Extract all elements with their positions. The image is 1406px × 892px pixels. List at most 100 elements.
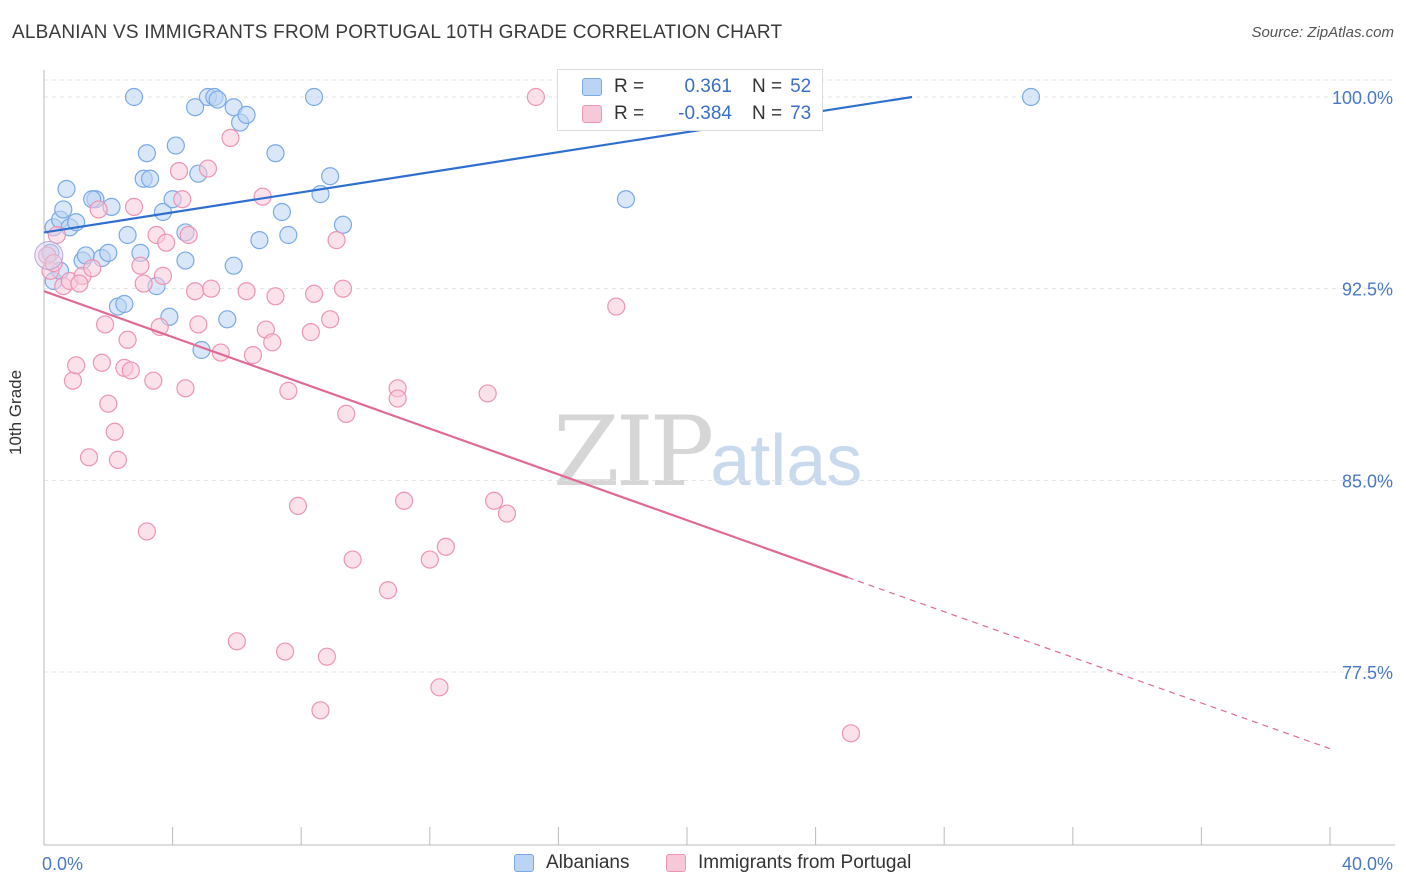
legend-label-portugal: Immigrants from Portugal [698,852,912,873]
portugal-point [430,678,449,697]
portugal-point [176,379,195,398]
portugal-point [137,522,156,541]
watermark-zip: ZIP [553,396,714,508]
albanians-point [279,225,298,245]
x-tick-label: 40.0% [1342,854,1393,874]
portugal-point [497,504,517,523]
albanians-point [186,98,205,117]
r-label: R = [614,76,645,97]
portugal-point [44,254,63,273]
portugal-point [276,642,295,661]
portugal-point [485,491,504,510]
portugal-point [105,422,124,441]
portugal-point [89,200,108,219]
portugal-point [202,279,221,298]
portugal-point [189,315,208,334]
portugal-point [83,259,102,278]
series-legend: Albanians Immigrants from Portugal [0,852,1406,878]
y-tick-label: 100.0% [1332,88,1393,108]
portugal-point [63,371,83,390]
portugal-point [327,231,346,250]
portugal-point [301,323,320,342]
portugal-point [436,537,455,556]
portugal-point [388,389,407,408]
n-value: 73 [790,103,812,124]
portugal-point [186,282,205,301]
y-tick-label: 85.0% [1342,471,1393,491]
portugal-point [321,310,340,329]
albanians-point [266,144,285,163]
watermark-atlas: atlas [710,421,863,501]
albanians-point [208,90,227,109]
portugal-point [607,297,626,316]
portugal-point [279,381,298,400]
n-value: 52 [790,76,812,97]
x-tick-label: 0.0% [42,854,83,874]
portugal-point [131,256,150,275]
albanians-legend-swatch [514,854,534,872]
portugal-point [526,87,545,107]
portugal-point [99,394,118,413]
stats-legend-row-albanians: R = 0.361 N = 52 [558,74,811,100]
legend-item-albanians[interactable]: Albanians [514,852,629,874]
portugal-point [144,371,163,390]
portugal-legend-swatch [666,854,686,872]
albanians-point [140,169,160,188]
portugal-trend-extension [847,576,1331,750]
portugal-point [118,330,137,349]
portugal-point [343,550,362,569]
portugal-point [337,404,356,423]
portugal-point [95,315,115,334]
portugal-point [243,346,263,365]
portugal-point [237,282,256,301]
albanians-point [166,136,185,155]
albanians-point [124,87,144,107]
portugal-point [333,279,353,298]
albanians-point [1021,87,1041,107]
n-label: N = [752,103,783,124]
portugal-swatch [582,105,602,123]
portugal-point [394,491,414,510]
albanians-point [54,200,73,219]
portugal-point [134,274,153,293]
watermark: ZIPatlas [553,396,862,508]
albanians-point [176,251,195,270]
portugal-point [304,284,324,303]
portugal-point [79,448,99,467]
y-tick-label: 92.5% [1342,280,1393,300]
portugal-point [179,225,198,245]
portugal-point [478,384,497,403]
chart-title: ALBANIAN VS IMMIGRANTS FROM PORTUGAL 10T… [12,22,783,43]
portugal-point [227,632,246,651]
albanians-point [57,179,76,199]
albanians-point [99,243,118,262]
albanians-point [272,202,292,222]
albanians-point [218,310,237,329]
albanians-point [333,215,353,234]
stats-legend: R = 0.361 N = 52 R = -0.384 N = 73 [557,69,823,131]
albanians-point [250,231,269,250]
portugal-point [124,197,144,216]
albanians-point [321,167,340,186]
albanians-point [137,144,156,163]
portugal-point [378,581,398,600]
portugal-point [221,128,240,147]
portugal-point [67,356,86,375]
r-value: 0.361 [684,76,732,97]
albanians-point [115,294,134,314]
legend-item-portugal[interactable]: Immigrants from Portugal [666,852,911,874]
albanians-point [224,256,243,275]
portugal-point [263,333,282,352]
portugal-point [169,162,189,181]
portugal-point [198,159,218,178]
portugal-point [311,701,330,720]
y-tick-label: 77.5% [1342,663,1393,683]
portugal-point [841,724,861,743]
n-label: N = [752,76,783,97]
portugal-point [92,353,111,372]
albanians-point [237,105,256,124]
r-label: R = [614,103,645,124]
portugal-point [121,361,140,380]
albanians-point [304,87,324,107]
